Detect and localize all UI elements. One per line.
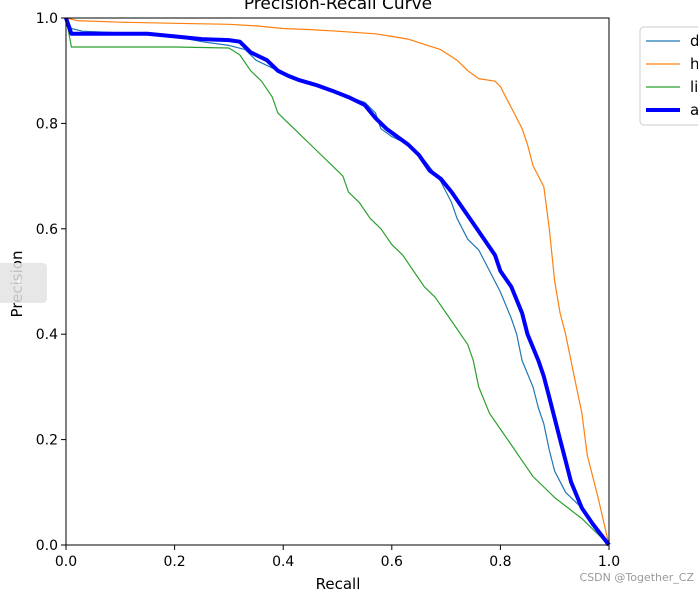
series-line-d	[65, 17, 610, 546]
legend-label-h: h	[690, 55, 698, 73]
y-tick-label: 0.4	[36, 327, 58, 343]
y-tick-label: 0.2	[36, 433, 58, 449]
series-line-li	[65, 17, 610, 546]
x-axis: 0.0 0.2 0.4 0.6 0.8 1.0	[55, 545, 620, 570]
x-tick-label: 0.2	[163, 554, 185, 570]
y-tick-label: 0.8	[36, 116, 58, 132]
y-axis: 0.0 0.2 0.4 0.6 0.8 1.0	[36, 11, 66, 554]
legend-label-d: d	[690, 32, 698, 50]
chevron-left-icon: ‹	[16, 271, 24, 292]
y-tick-label: 0.0	[36, 538, 58, 554]
x-tick-label: 0.6	[381, 554, 403, 570]
x-tick-label: 1.0	[598, 554, 620, 570]
legend: dh li a	[639, 26, 698, 126]
x-tick-label: 0.4	[272, 554, 294, 570]
watermark: CSDN @Together_CZ	[579, 571, 694, 584]
side-panel-toggle[interactable]: ‹	[0, 263, 47, 303]
x-tick-label: 0.8	[489, 554, 511, 570]
legend-box	[639, 26, 698, 126]
legend-label-a: a	[690, 101, 698, 119]
series-line-h	[65, 17, 610, 546]
series-line-a	[64, 17, 611, 547]
plot-frame	[65, 17, 610, 546]
x-tick-label: 0.0	[55, 554, 77, 570]
y-tick-label: 0.6	[36, 222, 58, 238]
chart-title: Precision-Recall Curve	[244, 0, 432, 14]
x-axis-label: Recall	[316, 575, 361, 590]
y-tick-label: 1.0	[36, 11, 58, 27]
legend-label-li: li	[690, 78, 698, 96]
plot-lines	[64, 17, 611, 547]
